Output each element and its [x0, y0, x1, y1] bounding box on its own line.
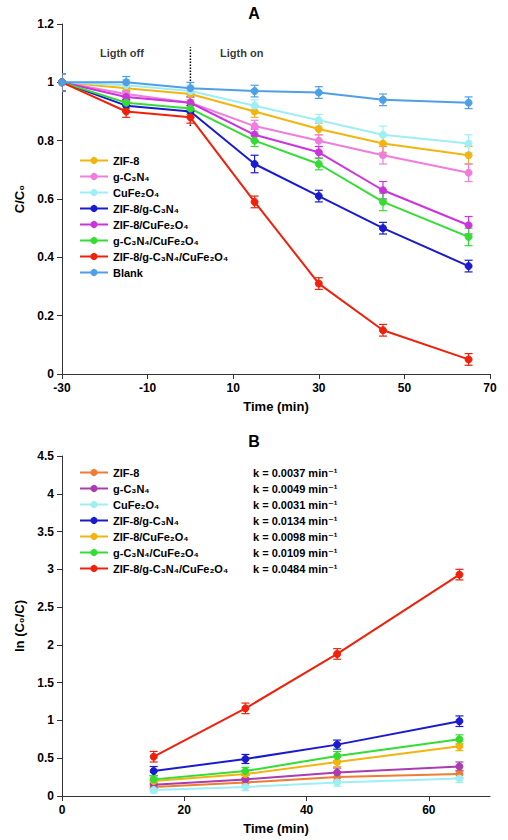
- svg-text:0: 0: [47, 367, 54, 381]
- svg-text:k = 0.0098 min⁻¹: k = 0.0098 min⁻¹: [253, 531, 338, 543]
- svg-text:20: 20: [178, 803, 192, 817]
- svg-text:ZIF-8: ZIF-8: [113, 155, 139, 167]
- svg-text:Blank: Blank: [113, 267, 144, 279]
- svg-text:g-C₃N₄: g-C₃N₄: [113, 483, 150, 495]
- svg-text:70: 70: [483, 381, 497, 395]
- svg-text:g-C₃N₄/CuFe₂O₄: g-C₃N₄/CuFe₂O₄: [113, 235, 199, 247]
- svg-text:0: 0: [47, 789, 54, 803]
- svg-text:k = 0.0049 min⁻¹: k = 0.0049 min⁻¹: [253, 483, 338, 495]
- svg-text:CuFe₂O₄: CuFe₂O₄: [113, 187, 159, 199]
- svg-text:B: B: [248, 433, 260, 450]
- svg-text:10: 10: [227, 381, 241, 395]
- svg-text:0.4: 0.4: [37, 250, 54, 264]
- svg-text:g-C₃N₄/CuFe₂O₄: g-C₃N₄/CuFe₂O₄: [113, 547, 199, 559]
- svg-text:50: 50: [398, 381, 412, 395]
- svg-text:2.5: 2.5: [37, 600, 54, 614]
- svg-text:k = 0.0484 min⁻¹: k = 0.0484 min⁻¹: [253, 563, 338, 575]
- svg-text:ZIF-8/g-C₃N₄: ZIF-8/g-C₃N₄: [113, 515, 179, 527]
- svg-text:ZIF-8/g-C₃N₄: ZIF-8/g-C₃N₄: [113, 203, 179, 215]
- svg-text:40: 40: [300, 803, 314, 817]
- svg-text:0.2: 0.2: [37, 309, 54, 323]
- svg-text:3: 3: [47, 562, 54, 576]
- svg-text:-10: -10: [139, 381, 157, 395]
- svg-text:A: A: [248, 5, 260, 22]
- svg-text:ZIF-8: ZIF-8: [113, 467, 139, 479]
- svg-text:1.2: 1.2: [37, 17, 54, 31]
- svg-text:1: 1: [47, 75, 54, 89]
- svg-text:ZIF-8/CuFe₂O₄: ZIF-8/CuFe₂O₄: [113, 531, 189, 543]
- svg-text:ln (C₀/C): ln (C₀/C): [12, 600, 27, 652]
- svg-text:4: 4: [47, 487, 54, 501]
- svg-text:k = 0.0134 min⁻¹: k = 0.0134 min⁻¹: [253, 515, 338, 527]
- svg-text:3.5: 3.5: [37, 525, 54, 539]
- svg-text:1.5: 1.5: [37, 676, 54, 690]
- svg-text:ZIF-8/g-C₃N₄/CuFe₂O₄: ZIF-8/g-C₃N₄/CuFe₂O₄: [113, 563, 228, 575]
- svg-text:k = 0.0031 min⁻¹: k = 0.0031 min⁻¹: [253, 499, 338, 511]
- svg-text:0.5: 0.5: [37, 751, 54, 765]
- svg-text:Ligth on: Ligth on: [220, 47, 264, 59]
- svg-text:0.6: 0.6: [37, 192, 54, 206]
- svg-text:ZIF-8/g-C₃N₄/CuFe₂O₄: ZIF-8/g-C₃N₄/CuFe₂O₄: [113, 251, 228, 263]
- svg-text:Time (min): Time (min): [243, 399, 309, 414]
- svg-text:1: 1: [47, 713, 54, 727]
- svg-text:0.8: 0.8: [37, 134, 54, 148]
- svg-text:30: 30: [312, 381, 326, 395]
- svg-text:k = 0.0037 min⁻¹: k = 0.0037 min⁻¹: [253, 467, 338, 479]
- svg-text:ZIF-8/CuFe₂O₄: ZIF-8/CuFe₂O₄: [113, 219, 189, 231]
- svg-text:60: 60: [422, 803, 436, 817]
- svg-text:g-C₃N₄: g-C₃N₄: [113, 171, 150, 183]
- svg-text:-30: -30: [53, 381, 71, 395]
- svg-text:0: 0: [59, 803, 66, 817]
- svg-text:2: 2: [47, 638, 54, 652]
- svg-text:k = 0.0109 min⁻¹: k = 0.0109 min⁻¹: [253, 547, 338, 559]
- svg-text:CuFe₂O₄: CuFe₂O₄: [113, 499, 159, 511]
- svg-text:Ligth off: Ligth off: [100, 47, 144, 59]
- svg-text:4.5: 4.5: [37, 449, 54, 463]
- svg-text:C/C₀: C/C₀: [12, 185, 27, 213]
- svg-text:Time (min): Time (min): [243, 821, 309, 836]
